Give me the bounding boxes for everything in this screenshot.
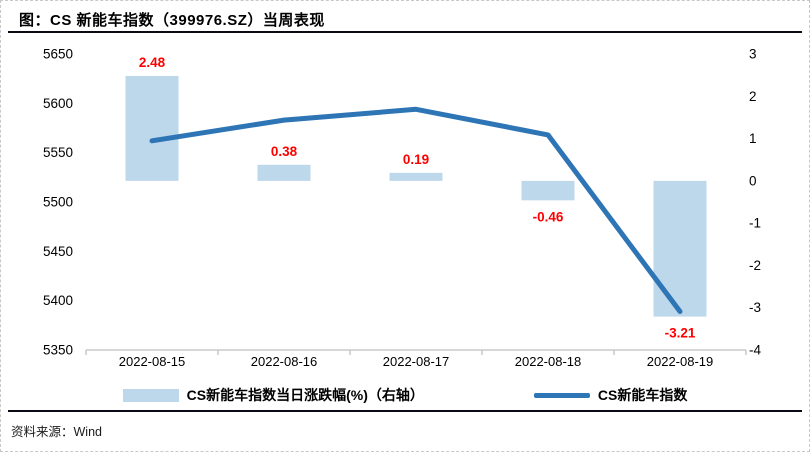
index-line: [149, 106, 683, 314]
left-axis-tick-label: 5500: [43, 195, 73, 210]
legend-item-bar: CS新能车指数当日涨跌幅(%)（右轴）: [122, 385, 424, 405]
bar-2022-08-17: [389, 172, 443, 181]
left-axis-tick-label: 5600: [43, 96, 73, 111]
source-note: 资料来源：Wind: [11, 425, 102, 439]
bar-value-label: -3.21: [665, 326, 696, 341]
left-axis-tick-label: 5450: [43, 244, 73, 259]
x-axis-label: 2022-08-19: [647, 354, 714, 369]
right-axis-tick-label: -3: [749, 300, 761, 315]
figure-header: 图：CS 新能车指数（399976.SZ）当周表现: [8, 1, 802, 33]
right-axis-tick-label: 2: [749, 89, 757, 104]
right-axis-tick-label: -1: [749, 216, 761, 231]
legend-line-swatch: [533, 392, 590, 398]
right-axis-tick-label: 1: [749, 131, 757, 146]
x-axis-label: 2022-08-17: [383, 354, 450, 369]
legend-bar-label: CS新能车指数当日涨跌幅(%)（右轴）: [186, 387, 424, 403]
left-axis-tick-label: 5650: [43, 47, 73, 62]
bar-value-label: 0.19: [403, 152, 429, 167]
legend-item-line: CS新能车指数: [533, 385, 688, 405]
x-axis-label: 2022-08-16: [251, 354, 318, 369]
bar-value-label: 0.38: [271, 144, 298, 159]
x-axis-label: 2022-08-18: [515, 354, 582, 369]
legend-bar-swatch: [122, 388, 179, 402]
bar-value-label: -0.46: [533, 209, 564, 224]
footer-divider: [8, 410, 802, 412]
right-axis-tick-label: 3: [749, 47, 757, 62]
left-axis-tick-label: 5550: [43, 145, 73, 160]
bar-value-label: 2.48: [139, 55, 166, 70]
right-axis-tick-label: -2: [749, 258, 761, 273]
left-axis-tick-label: 5400: [43, 293, 73, 308]
bar-2022-08-19: [653, 180, 707, 317]
bar-2022-08-18: [521, 180, 575, 201]
figure-title: 图：CS 新能车指数（399976.SZ）当周表现: [19, 12, 325, 29]
right-axis-tick-label: -4: [749, 343, 761, 358]
combo-chart: 2.48 0.38 0.19 -0.46 -3.21 5650 5600 5550 5500 54…: [43, 47, 762, 370]
x-axis-label: 2022-08-15: [119, 354, 186, 369]
bar-2022-08-16: [257, 164, 311, 181]
left-axis-tick-label: 5350: [43, 343, 73, 358]
legend-line-label: CS新能车指数: [597, 387, 688, 403]
bar-2022-08-15: [125, 75, 179, 181]
right-axis-tick-label: 0: [749, 173, 757, 188]
chart-legend: CS新能车指数当日涨跌幅(%)（右轴） CS新能车指数: [1, 385, 809, 405]
